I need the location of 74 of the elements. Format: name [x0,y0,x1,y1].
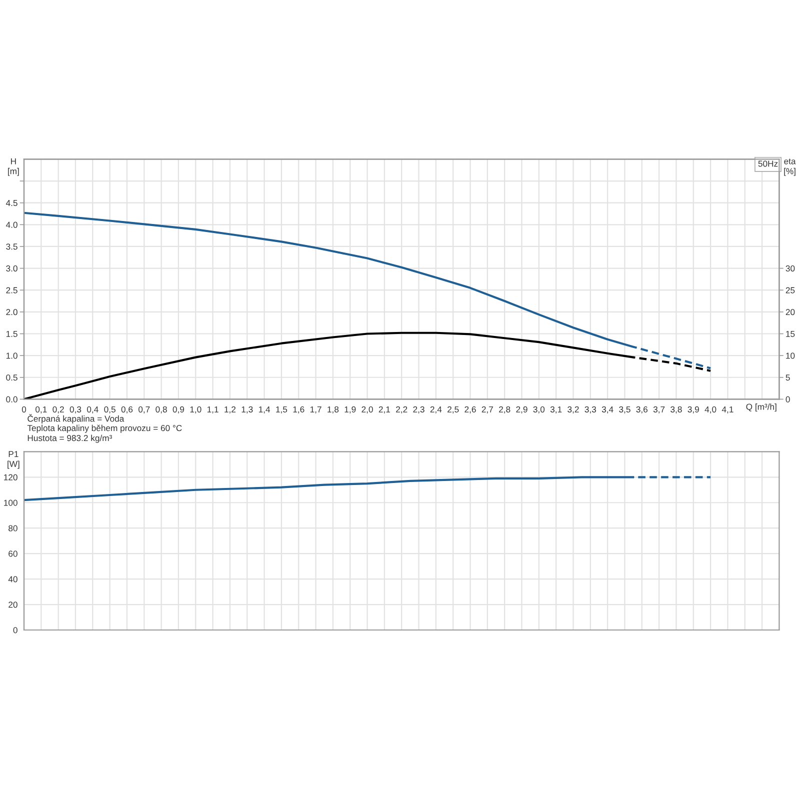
x-tick-label: 2,3 [413,406,424,414]
x-tick-label: 3,0 [533,406,545,414]
x-tick-label: 2,5 [448,406,459,414]
y2-tick-label: 30 [786,265,795,272]
x-tick-label: 4,1 [722,406,734,414]
y2-tick-label: 25 [786,287,795,294]
y-tick-label: 60 [8,550,18,557]
x-tick-label: 3,2 [568,406,579,414]
x-tick-label: 2,2 [396,406,408,414]
x-tick-label: 1,3 [242,406,253,414]
x-tick-label: 0,8 [156,406,167,414]
y-axis-title: H [m] [8,158,19,176]
y-tick-label: 4.0 [6,222,18,228]
y-tick-label: 3.0 [6,265,18,272]
x-tick-label: 0,7 [138,406,150,414]
x-tick-label: 1,6 [293,406,304,414]
x-tick-label: 2,6 [464,406,476,414]
x-tick-label: 1,5 [276,406,288,414]
y-tick-label: 2.0 [6,309,18,316]
y-tick-label: 0.0 [6,396,18,402]
x-tick-label: 2,0 [362,406,373,414]
y2-axis-title: eta [%] [784,158,796,176]
x-tick-label: 1,8 [328,406,339,414]
y2-tick-label: 0 [786,396,790,402]
x-tick-label: 1,2 [224,406,236,414]
x-tick-label: 0,9 [172,406,184,414]
text: Teplota kapaliny během provozu = 60 °C [27,424,182,433]
x-tick-label: 3,8 [670,406,682,414]
x-tick-label: 0,4 [87,406,98,414]
y2-tick-label: 20 [786,309,795,316]
x-tick-label: 2,9 [516,406,528,414]
chart-subtitle: 50Hz [758,160,778,167]
y-tick-label: 1.5 [6,330,18,337]
y-tick-label: 2.5 [6,287,18,294]
x-tick-label: 0,2 [52,406,64,414]
x-tick-label: 0 [22,406,26,412]
text: Hustota = 983.2 kg/m³ [28,434,112,443]
y-tick-label: 120 [4,474,18,480]
y2-tick-label: 5 [786,374,790,381]
x-tick-label: 2,7 [482,406,493,414]
x-tick-label: 2,4 [430,406,442,414]
y-tick-label: 0.5 [6,374,18,381]
y-tick-label: 40 [8,576,18,582]
y-tick-label: 80 [8,525,18,532]
x-axis-title: Q [m³/h] [746,404,776,412]
x-tick-label: 0,1 [36,406,47,414]
y2-tick-label: 15 [786,330,795,337]
x-tick-label: 3,5 [619,406,630,414]
x-tick-label: 1,4 [258,406,270,414]
y-tick-label: 1.0 [6,352,18,359]
y-axis-title: P1 [W] [8,451,20,469]
text: Čerpaná kapalina = Voda [28,414,124,424]
y-tick-label: 20 [8,602,18,608]
x-tick-label: 1,7 [310,406,322,414]
x-tick-label: 1,0 [190,406,202,414]
y-tick-label: 100 [4,500,18,506]
x-tick-label: 2,8 [499,406,510,414]
x-tick-label: 3,4 [602,406,614,414]
y-tick-label: 0 [13,627,18,634]
x-tick-label: 3,9 [688,406,699,414]
y2-tick-label: 10 [786,352,795,359]
x-tick-label: 1,9 [344,406,356,414]
x-tick-label: 3,6 [636,406,648,414]
x-tick-label: 1,1 [207,406,218,414]
x-tick-label: 3,3 [584,406,596,414]
x-tick-label: 2,1 [378,406,390,414]
y-tick-label: 3.5 [6,244,18,250]
y-tick-label: 4.5 [6,200,18,206]
x-tick-label: 0,5 [104,406,116,414]
x-tick-label: 0,3 [70,406,82,414]
x-tick-label: 3,7 [653,406,665,414]
x-tick-label: 0,6 [121,406,133,414]
x-tick-label: 4,0 [704,406,716,414]
x-tick-label: 3,1 [550,406,562,414]
